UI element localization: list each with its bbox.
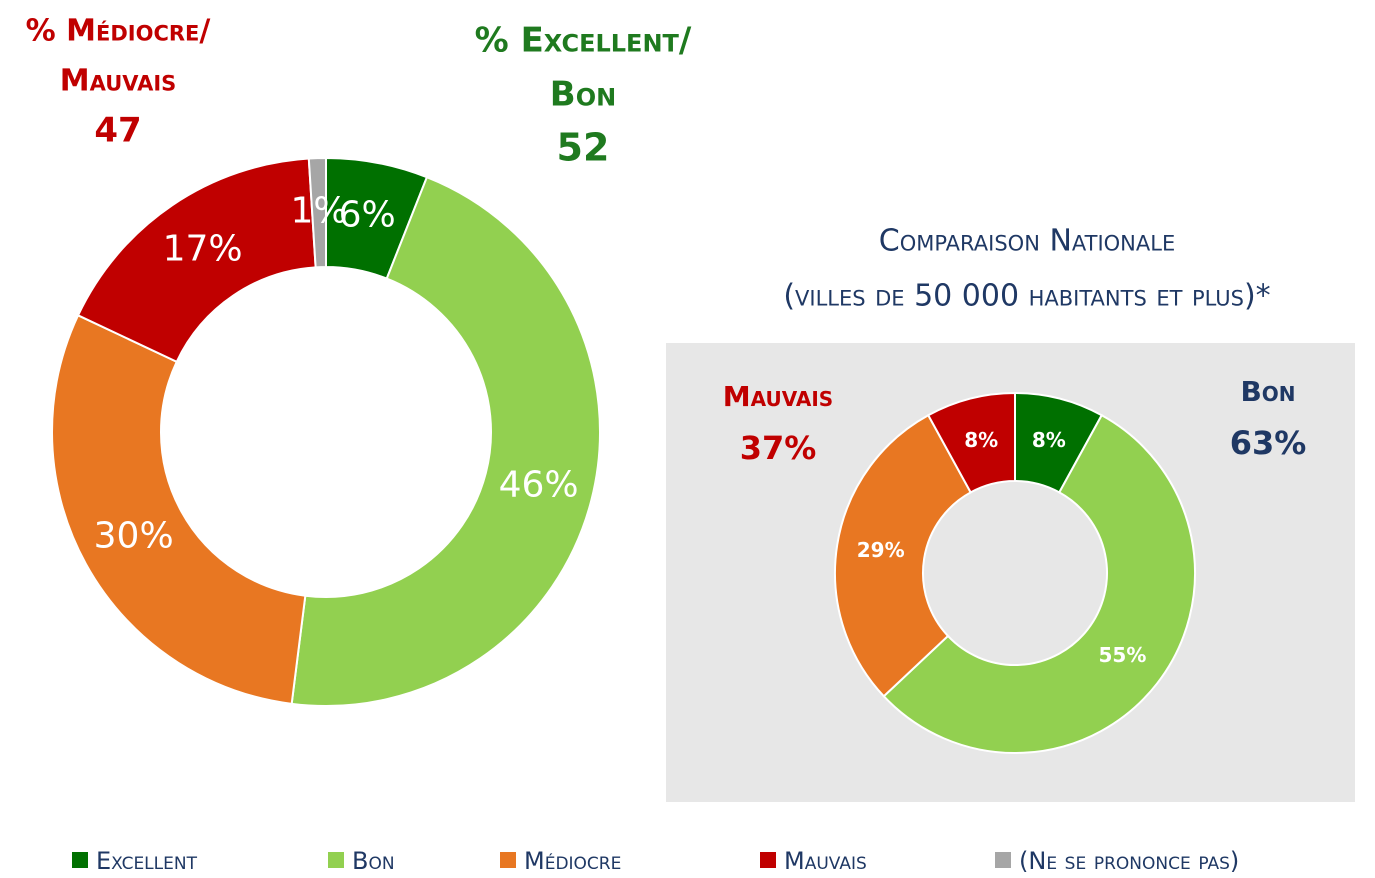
annotation-value: 63% bbox=[1230, 424, 1307, 462]
annotation-label: Bon bbox=[550, 75, 616, 115]
annotation-value: 37% bbox=[740, 429, 817, 467]
annotation-label: Bon bbox=[1240, 375, 1295, 408]
annotation-value: 47 bbox=[94, 111, 141, 151]
donut-slice bbox=[76, 157, 317, 364]
legend-swatch bbox=[500, 852, 516, 868]
data-label: 46% bbox=[499, 465, 579, 506]
legend-label: Excellent bbox=[96, 847, 198, 875]
data-label: 8% bbox=[1032, 428, 1066, 452]
annotation-label: Mauvais bbox=[723, 380, 833, 413]
annotation-value: 52 bbox=[557, 126, 610, 170]
data-label: 55% bbox=[1099, 643, 1147, 667]
data-label: 8% bbox=[964, 428, 998, 452]
legend-swatch bbox=[72, 852, 88, 868]
legend-swatch bbox=[995, 852, 1011, 868]
legend-label: Bon bbox=[352, 847, 395, 875]
legend-label: (Ne se prononce pas) bbox=[1019, 847, 1239, 875]
data-label: 17% bbox=[163, 228, 243, 269]
donut-slice bbox=[926, 391, 1016, 494]
donut-slice bbox=[51, 314, 307, 705]
data-label: 29% bbox=[857, 538, 905, 562]
legend-label: Médiocre bbox=[524, 847, 621, 875]
chart-subtitle: (villes de 50 000 habitants et plus)* bbox=[783, 279, 1270, 314]
donut-slice bbox=[882, 413, 1196, 754]
legend-swatch bbox=[328, 852, 344, 868]
data-label: 30% bbox=[94, 516, 174, 557]
legend-label: Mauvais bbox=[784, 847, 867, 875]
annotation-label: % Excellent/ bbox=[475, 21, 692, 61]
annotation-label: % Médiocre/ bbox=[26, 14, 211, 49]
donut-slice bbox=[834, 413, 973, 698]
annotation-label: Mauvais bbox=[60, 64, 177, 99]
legend-swatch bbox=[760, 852, 776, 868]
data-label: 6% bbox=[339, 194, 396, 235]
donut-slice bbox=[290, 175, 601, 707]
data-label: 1% bbox=[291, 191, 348, 232]
chart-title: Comparaison Nationale bbox=[879, 224, 1175, 259]
donut-slice bbox=[307, 156, 327, 269]
